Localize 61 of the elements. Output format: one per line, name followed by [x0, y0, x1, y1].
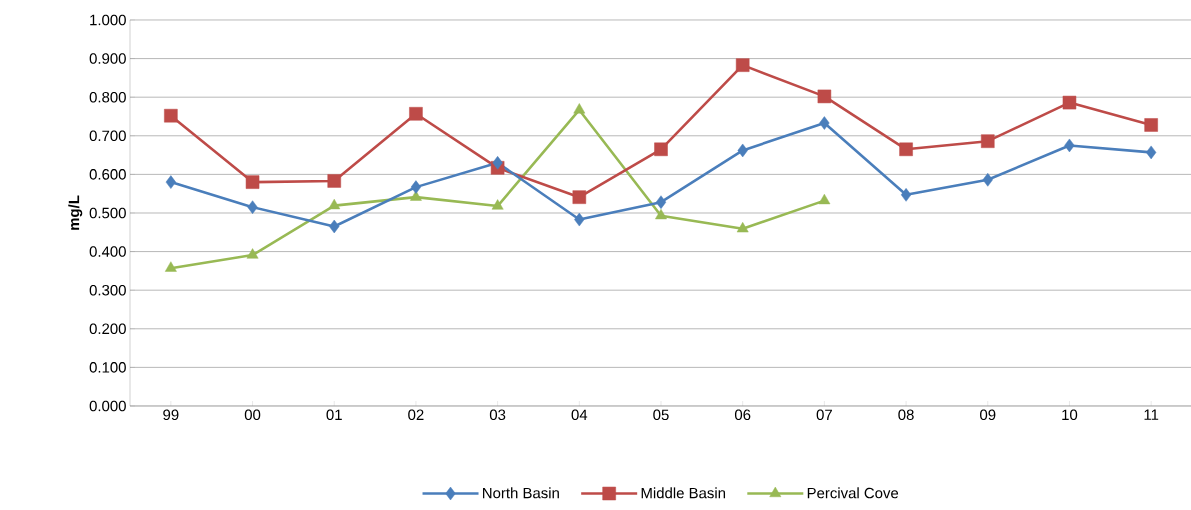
- x-tick-label: 10: [1062, 409, 1078, 421]
- y-tick-label: 0.200: [89, 323, 126, 335]
- point: [736, 222, 749, 233]
- point: [327, 174, 341, 188]
- x-tick-label: 11: [1144, 409, 1159, 420]
- point: [655, 208, 667, 220]
- x-tick-label: 01: [326, 409, 342, 421]
- point: [574, 212, 585, 227]
- point: [1144, 118, 1158, 132]
- y-tick-label: 0.800: [89, 91, 126, 103]
- point: [247, 200, 258, 214]
- y-tick-label: 0.900: [89, 53, 126, 64]
- point: [819, 116, 830, 130]
- x-tick-label: 04: [571, 409, 588, 421]
- x-tick-label: 05: [653, 409, 669, 421]
- x-tick-label: 99: [163, 409, 179, 421]
- point: [329, 219, 340, 234]
- point: [981, 134, 995, 148]
- y-tick-label: 0.100: [89, 362, 126, 373]
- y-tick-label: 0.000: [89, 400, 126, 412]
- x-tick-label: 02: [408, 409, 424, 421]
- y-tick-label: 1.000: [90, 14, 126, 26]
- point: [1062, 95, 1077, 110]
- point: [491, 199, 504, 210]
- x-tick-label: 00: [244, 409, 261, 421]
- point: [982, 173, 993, 187]
- y-tick-label: 0.600: [89, 169, 126, 180]
- point: [655, 195, 667, 209]
- x-tick-label: 03: [489, 409, 506, 421]
- legend-label: Middle Basin: [641, 487, 726, 499]
- point: [410, 180, 422, 194]
- x-tick-label: 06: [734, 409, 751, 421]
- point: [737, 143, 748, 158]
- legend-label: North Basin: [483, 487, 559, 499]
- point: [1146, 145, 1157, 160]
- point: [899, 142, 913, 157]
- y-tick-label: 0.700: [89, 130, 126, 142]
- point: [1064, 138, 1075, 153]
- y-tick-label: 0.500: [89, 207, 126, 219]
- point: [164, 108, 178, 123]
- x-tick-label: 07: [816, 409, 832, 421]
- point: [817, 89, 832, 104]
- point: [492, 156, 503, 170]
- point: [165, 175, 176, 189]
- point: [246, 248, 259, 259]
- point: [900, 188, 912, 202]
- point: [164, 261, 177, 272]
- y-tick-label: 0.300: [89, 284, 126, 296]
- point: [572, 190, 587, 204]
- point: [328, 198, 341, 210]
- y-axis-title: mg/L: [68, 195, 83, 230]
- point: [409, 107, 423, 121]
- point: [573, 103, 586, 114]
- point: [654, 142, 668, 157]
- x-tick-label: 09: [980, 409, 996, 421]
- y-tick-label: 0.400: [89, 246, 126, 257]
- point: [818, 193, 831, 205]
- point: [245, 175, 260, 189]
- x-tick-label: 08: [898, 409, 914, 421]
- legend-label: Percival Cove: [807, 487, 899, 499]
- point: [735, 58, 750, 72]
